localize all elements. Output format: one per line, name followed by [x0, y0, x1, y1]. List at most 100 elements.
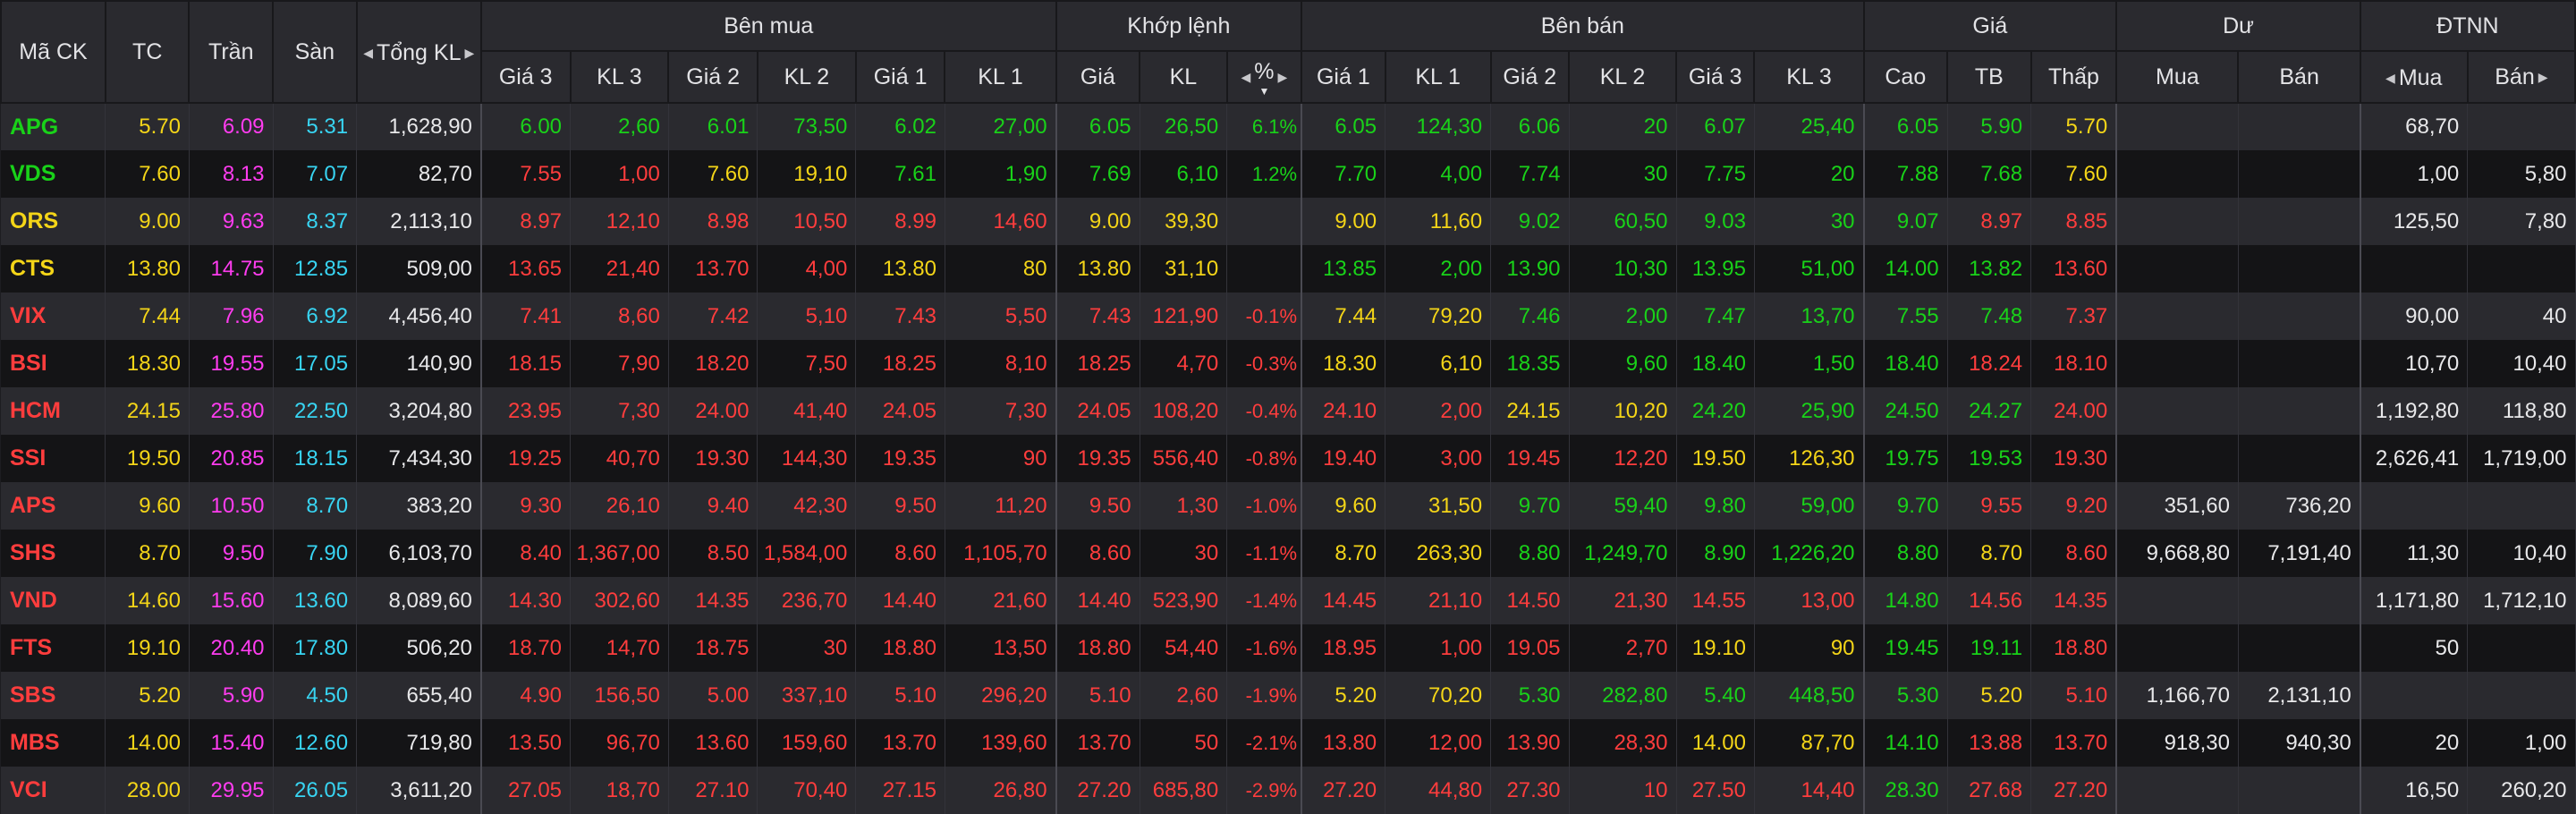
col-header-symbol[interactable]: Mã CK	[0, 0, 106, 104]
stock-symbol[interactable]: VND	[1, 577, 106, 624]
surplus-sell	[2238, 435, 2361, 482]
stock-symbol[interactable]: BSI	[1, 340, 106, 387]
stock-row[interactable]: VIX 7.44 7.96 6.92 4,456,40 7.41 8,60 7.42 5,10 7…	[1, 293, 2576, 340]
col-header-avg[interactable]: TB	[1946, 50, 2032, 104]
stock-symbol[interactable]: ORS	[1, 198, 106, 245]
stock-symbol[interactable]: SSI	[1, 435, 106, 482]
stock-symbol[interactable]: CTS	[1, 245, 106, 293]
col-header-buy-price-3[interactable]: Giá 3	[479, 50, 572, 104]
buy-vol-1: 80	[945, 245, 1057, 293]
col-header-tran[interactable]: Trần	[188, 0, 275, 104]
stock-row[interactable]: BSI 18.30 19.55 17.05 140,90 18.15 7,90 18.20 7,…	[1, 340, 2576, 387]
stock-row[interactable]: FTS 19.10 20.40 17.80 506,20 18.70 14,70 18.75 3…	[1, 624, 2576, 672]
stock-row[interactable]: SSI 19.50 20.85 18.15 7,434,30 19.25 40,70 19.3…	[1, 435, 2576, 482]
low-price: 27.20	[2030, 767, 2118, 814]
sell-price-1: 13.80	[1301, 719, 1386, 767]
col-header-buy-vol-2[interactable]: KL 2	[756, 50, 857, 104]
stock-symbol[interactable]: APG	[1, 103, 106, 150]
stock-symbol[interactable]: MBS	[1, 719, 106, 767]
low-price: 24.00	[2030, 387, 2118, 435]
high-price: 14.10	[1863, 719, 1948, 767]
col-header-sell-vol-3[interactable]: KL 3	[1753, 50, 1865, 104]
buy-vol-2: 1,584,00	[757, 530, 857, 577]
col-header-match-pct[interactable]: ◀ % ▼ ▶	[1225, 50, 1303, 104]
stock-row[interactable]: APS 9.60 10.50 8.70 383,20 9.30 26,10 9.40 42,30…	[1, 482, 2576, 530]
stock-row[interactable]: ORS 9.00 9.63 8.37 2,113,10 8.97 12,10 8.98 10,5…	[1, 198, 2576, 245]
buy-vol-3: 96,70	[570, 719, 669, 767]
avg-price: 14.56	[1947, 577, 2032, 624]
col-header-buy-vol-3[interactable]: KL 3	[569, 50, 670, 104]
stock-symbol[interactable]: SBS	[1, 672, 106, 719]
col-header-surplus-sell[interactable]: Bán	[2237, 50, 2361, 104]
low-price: 18.80	[2030, 624, 2118, 672]
col-header-san[interactable]: Sàn	[272, 0, 358, 104]
stock-row[interactable]: HCM 24.15 25.80 22.50 3,204,80 23.95 7,30 24.00…	[1, 387, 2576, 435]
stock-symbol[interactable]: VIX	[1, 293, 106, 340]
buy-vol-2: 144,30	[757, 435, 857, 482]
high-price: 28.30	[1863, 767, 1948, 814]
col-header-total-volume[interactable]: ◀ Tổng KL ▶	[355, 0, 482, 104]
col-header-sell-vol-1[interactable]: KL 1	[1384, 50, 1492, 104]
caret-left-icon[interactable]: ◀	[363, 46, 373, 60]
stock-row[interactable]: VND 14.60 15.60 13.60 8,089,60 14.30 302,60 14.…	[1, 577, 2576, 624]
foreign-sell: 10,40	[2467, 340, 2576, 387]
sort-desc-icon[interactable]: ▼	[1258, 84, 1270, 98]
foreign-buy: 1,192,80	[2360, 387, 2469, 435]
sell-price-1: 14.45	[1301, 577, 1386, 624]
foreign-sell: 7,80	[2467, 198, 2576, 245]
avg-price: 13.88	[1947, 719, 2032, 767]
stock-row[interactable]: MBS 14.00 15.40 12.60 719,80 13.50 96,70 13.60 1…	[1, 719, 2576, 767]
col-header-buy-price-2[interactable]: Giá 2	[667, 50, 758, 104]
caret-right-icon[interactable]: ▶	[2538, 69, 2548, 84]
buy-price-1: 6.02	[855, 103, 945, 150]
total-volume: 383,20	[356, 482, 482, 530]
stock-symbol[interactable]: APS	[1, 482, 106, 530]
col-header-sell-price-2[interactable]: Giá 2	[1489, 50, 1571, 104]
col-header-foreign-sell[interactable]: Bán ▶	[2466, 50, 2576, 104]
sell-vol-3: 126,30	[1754, 435, 1865, 482]
sell-vol-2: 10,20	[1569, 387, 1677, 435]
sell-vol-1: 11,60	[1385, 198, 1492, 245]
surplus-buy: 1,166,70	[2116, 672, 2239, 719]
stock-symbol[interactable]: SHS	[1, 530, 106, 577]
total-volume: 655,40	[356, 672, 482, 719]
stock-symbol[interactable]: VDS	[1, 150, 106, 198]
sell-price-3: 9.03	[1676, 198, 1755, 245]
caret-right-icon[interactable]: ▶	[1277, 69, 1288, 84]
stock-row[interactable]: SHS 8.70 9.50 7.90 6,103,70 8.40 1,367,00 8.50 1…	[1, 530, 2576, 577]
sell-vol-1: 4,00	[1385, 150, 1492, 198]
buy-price-1: 18.25	[855, 340, 945, 387]
col-header-match-price[interactable]: Giá	[1055, 50, 1141, 104]
col-header-sell-vol-2[interactable]: KL 2	[1568, 50, 1677, 104]
sell-price-3: 24.20	[1676, 387, 1755, 435]
col-header-low[interactable]: Thấp	[2029, 50, 2118, 104]
col-header-sell-price-3[interactable]: Giá 3	[1674, 50, 1756, 104]
col-header-match-pct-label: %	[1254, 58, 1275, 84]
high-price: 19.75	[1863, 435, 1948, 482]
col-header-foreign-buy[interactable]: ◀ Mua	[2359, 50, 2469, 104]
caret-left-icon[interactable]: ◀	[1241, 69, 1251, 84]
stock-row[interactable]: SBS 5.20 5.90 4.50 655,40 4.90 156,50 5.00 337,1…	[1, 672, 2576, 719]
stock-symbol[interactable]: VCI	[1, 767, 106, 814]
col-header-buy-price-1[interactable]: Giá 1	[854, 50, 946, 104]
caret-left-icon[interactable]: ◀	[2385, 71, 2395, 85]
stock-row[interactable]: CTS 13.80 14.75 12.85 509,00 13.65 21,40 13.70 4…	[1, 245, 2576, 293]
stock-row[interactable]: VCI 28.00 29.95 26.05 3,611,20 27.05 18,70 27.1…	[1, 767, 2576, 814]
buy-price-3: 27.05	[480, 767, 572, 814]
col-header-buy-vol-1[interactable]: KL 1	[944, 50, 1057, 104]
sell-price-2: 7.46	[1490, 293, 1570, 340]
stock-symbol[interactable]: HCM	[1, 387, 106, 435]
ceiling-price: 29.95	[189, 767, 274, 814]
stock-row[interactable]: VDS 7.60 8.13 7.07 82,70 7.55 1,00 7.60 19,10 7.6…	[1, 150, 2576, 198]
sell-price-2: 14.50	[1490, 577, 1570, 624]
col-header-tc[interactable]: TC	[104, 0, 191, 104]
buy-price-3: 4.90	[480, 672, 572, 719]
caret-right-icon[interactable]: ▶	[464, 46, 475, 60]
col-header-sell-price-1[interactable]: Giá 1	[1301, 50, 1386, 104]
stock-symbol[interactable]: FTS	[1, 624, 106, 672]
col-header-surplus-buy[interactable]: Mua	[2115, 50, 2240, 104]
stock-row[interactable]: APG 5.70 6.09 5.31 1,628,90 6.00 2,60 6.01 73,50…	[1, 103, 2576, 150]
col-header-match-vol[interactable]: KL	[1139, 50, 1228, 104]
col-header-high[interactable]: Cao	[1862, 50, 1949, 104]
